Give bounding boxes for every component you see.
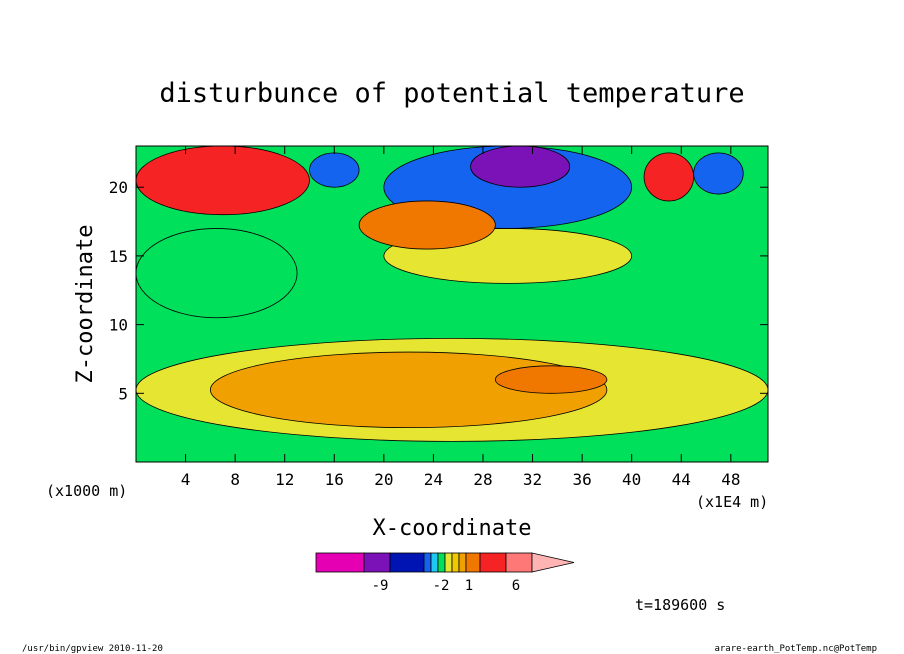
field-region [494, 365, 608, 394]
colorbar-tick-label: -9 [372, 578, 389, 594]
x-unit-right: (x1E4 m) [696, 493, 768, 511]
y-tick-label: 20 [109, 178, 128, 197]
colorbar-segment [444, 552, 453, 573]
colorbar-segment [479, 552, 507, 573]
colorbar-tick-label: 6 [512, 578, 520, 594]
chart-title: disturbunce of potential temperature [159, 78, 744, 109]
y-axis: 5 10 15 20 [109, 178, 768, 403]
x-tick-label: 4 [181, 470, 191, 489]
y-tick-label: 5 [118, 384, 128, 403]
plot-frame [135, 145, 769, 463]
colorbar: -9 -2 1 6 [315, 552, 575, 594]
x-tick-label: 16 [325, 470, 344, 489]
footer-right: arare-earth_PotTemp.nc@PotTemp [714, 644, 877, 654]
x-tick-label: 20 [374, 470, 393, 489]
colorbar-segment [315, 552, 365, 573]
colorbar-segment [430, 552, 439, 573]
colorbar-tick-label: 1 [465, 578, 473, 594]
x-unit-left: (x1000 m) [46, 482, 127, 500]
field-regions [136, 146, 768, 442]
field-region [470, 146, 571, 188]
y-tick-label: 10 [109, 316, 128, 335]
colorbar-tick-label: -2 [433, 578, 450, 594]
y-tick-label: 15 [109, 247, 128, 266]
colorbar-segment [465, 552, 481, 573]
y-axis-label: Z-coordinate [73, 225, 98, 384]
colorbar-segment [423, 552, 432, 573]
colorbar-segment [363, 552, 391, 573]
field-region [358, 200, 496, 250]
x-axis: 4 8 12 16 20 24 28 32 36 40 44 48 [181, 146, 740, 489]
field-region [136, 228, 298, 319]
colorbar-segment [389, 552, 425, 573]
field-region [136, 146, 310, 216]
colorbar-segment [437, 552, 446, 573]
x-tick-label: 8 [230, 470, 240, 489]
field-region [693, 152, 744, 195]
x-tick-label: 48 [721, 470, 740, 489]
x-tick-label: 32 [523, 470, 542, 489]
x-tick-label: 44 [672, 470, 691, 489]
colorbar-segment [451, 552, 460, 573]
colorbar-segment [505, 552, 533, 573]
x-tick-label: 24 [424, 470, 443, 489]
x-tick-label: 40 [622, 470, 641, 489]
x-axis-label: X-coordinate [373, 516, 532, 541]
field-region [643, 152, 695, 202]
field-region [309, 152, 360, 188]
time-label: t=189600 s [635, 596, 725, 614]
colorbar-segment [458, 552, 467, 573]
x-tick-label: 28 [473, 470, 492, 489]
x-tick-label: 12 [275, 470, 294, 489]
x-tick-label: 36 [572, 470, 591, 489]
colorbar-extend-arrow [531, 552, 575, 573]
footer-left: /usr/bin/gpview 2010-11-20 [22, 644, 163, 654]
